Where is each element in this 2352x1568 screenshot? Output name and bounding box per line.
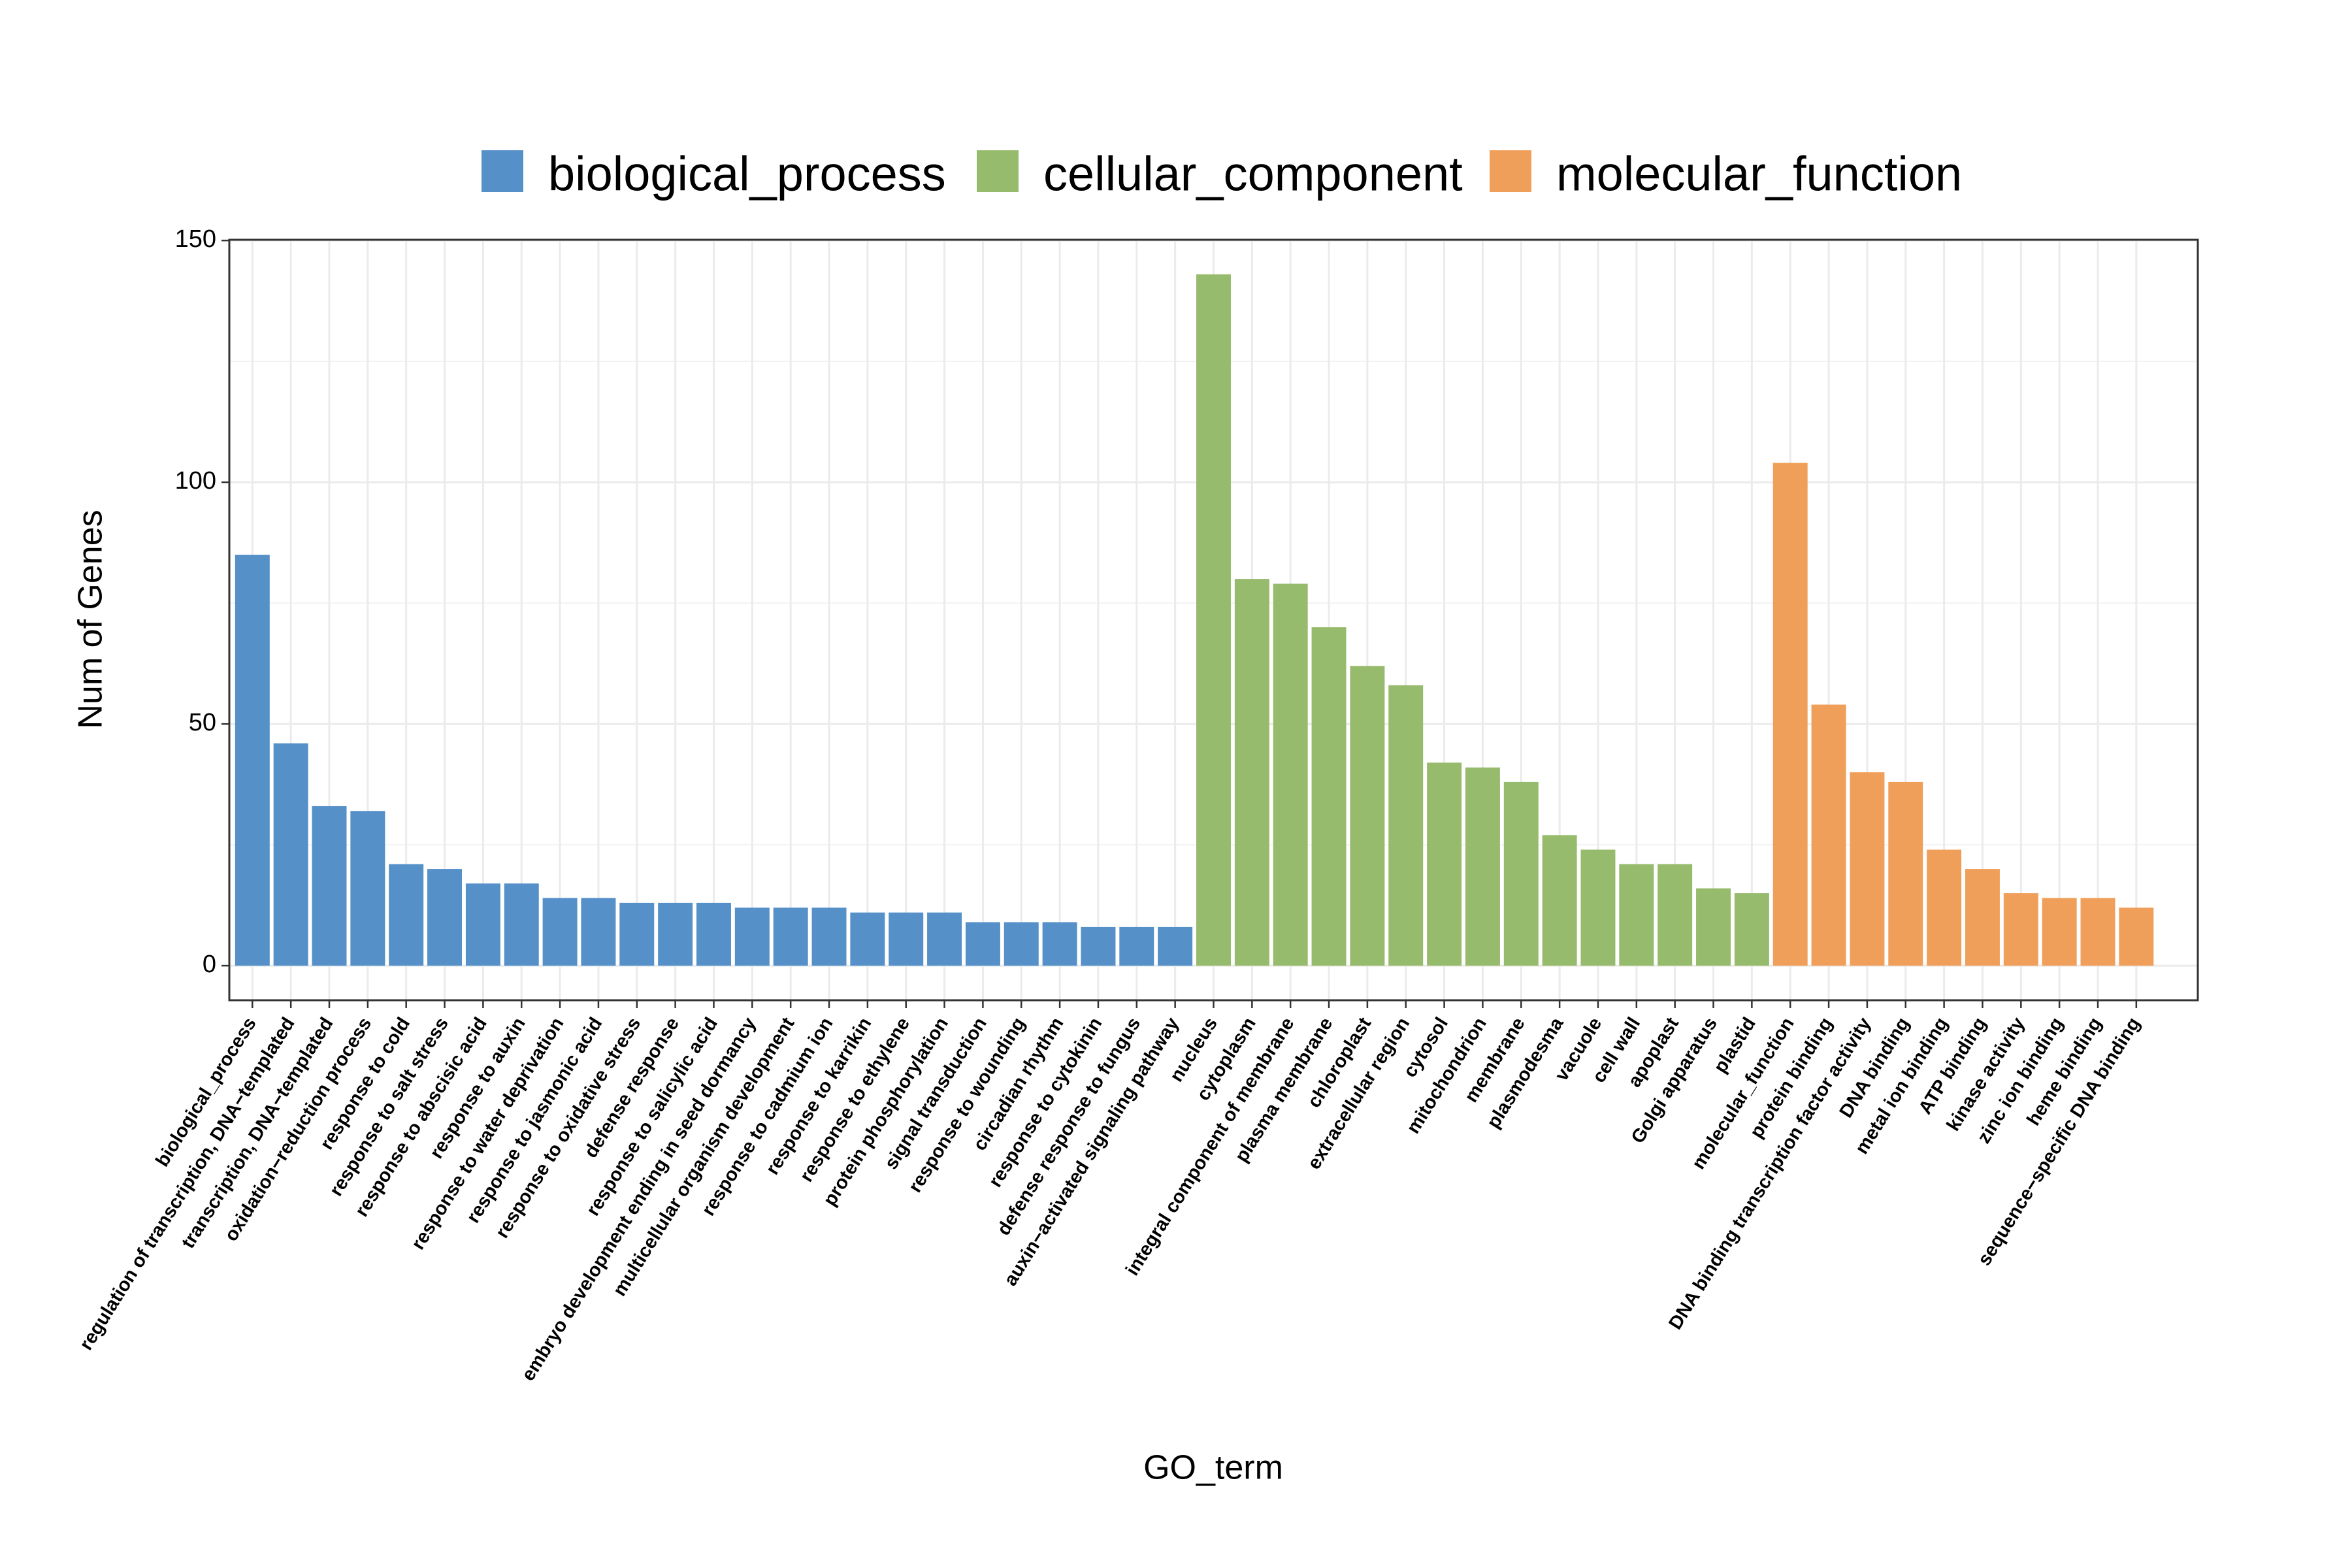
bar bbox=[2080, 898, 2115, 966]
bar bbox=[542, 898, 578, 966]
bar bbox=[273, 743, 308, 966]
bar bbox=[1119, 926, 1154, 966]
bar bbox=[312, 806, 347, 966]
y-tick-label: 50 bbox=[189, 709, 216, 736]
bar bbox=[1311, 627, 1347, 966]
legend-swatch bbox=[977, 150, 1019, 192]
bar bbox=[1273, 583, 1308, 966]
bar bbox=[1965, 869, 2000, 966]
bar bbox=[465, 883, 500, 966]
bar bbox=[1580, 849, 1616, 966]
bar bbox=[1772, 463, 1808, 966]
bar bbox=[1542, 835, 1577, 966]
bar bbox=[811, 907, 847, 966]
bar bbox=[2119, 907, 2154, 966]
bar bbox=[350, 811, 385, 966]
bar bbox=[1388, 685, 1424, 966]
bar bbox=[1042, 922, 1077, 966]
bar bbox=[619, 902, 655, 966]
bar bbox=[1196, 274, 1231, 966]
bar bbox=[1658, 864, 1693, 966]
bar bbox=[1696, 888, 1731, 966]
bar bbox=[2003, 893, 2038, 966]
legend-label: cellular_component bbox=[1043, 147, 1463, 201]
bar bbox=[1081, 926, 1116, 966]
legend-swatch bbox=[1490, 150, 1531, 192]
bar bbox=[235, 555, 270, 966]
bar bbox=[504, 883, 539, 966]
bar bbox=[658, 902, 693, 966]
bar bbox=[1811, 704, 1846, 966]
legend-label: molecular_function bbox=[1556, 147, 1962, 201]
bar bbox=[1427, 762, 1462, 966]
bar bbox=[581, 898, 616, 966]
legend-label: biological_process bbox=[548, 147, 946, 201]
legend-swatch bbox=[482, 150, 523, 192]
panel-border bbox=[228, 238, 2199, 1002]
bar bbox=[965, 922, 1000, 966]
bar bbox=[1004, 922, 1039, 966]
y-tick-label: 100 bbox=[175, 467, 216, 495]
x-tick-label: transcription, DNA−templated bbox=[178, 1014, 337, 1252]
bar bbox=[1734, 893, 1769, 966]
bar bbox=[1850, 772, 1885, 966]
y-tick-label: 150 bbox=[175, 225, 216, 253]
y-tick-label: 0 bbox=[203, 951, 216, 978]
bar bbox=[1158, 926, 1193, 966]
bar bbox=[1350, 666, 1385, 966]
bar bbox=[927, 912, 962, 966]
x-axis-title: GO_term bbox=[1143, 1449, 1283, 1487]
bar bbox=[773, 907, 808, 966]
bar bbox=[1234, 579, 1269, 966]
bar bbox=[427, 869, 463, 966]
bar bbox=[389, 864, 424, 966]
bar bbox=[1503, 781, 1539, 966]
bar bbox=[1888, 781, 1923, 966]
bar bbox=[850, 912, 885, 966]
y-axis-title: Num of Genes bbox=[72, 510, 110, 728]
bar bbox=[734, 907, 770, 966]
bar bbox=[2042, 898, 2077, 966]
bar bbox=[889, 912, 924, 966]
bar bbox=[696, 902, 731, 966]
bar bbox=[1927, 849, 1962, 966]
bar bbox=[1619, 864, 1654, 966]
bar bbox=[1465, 767, 1500, 966]
